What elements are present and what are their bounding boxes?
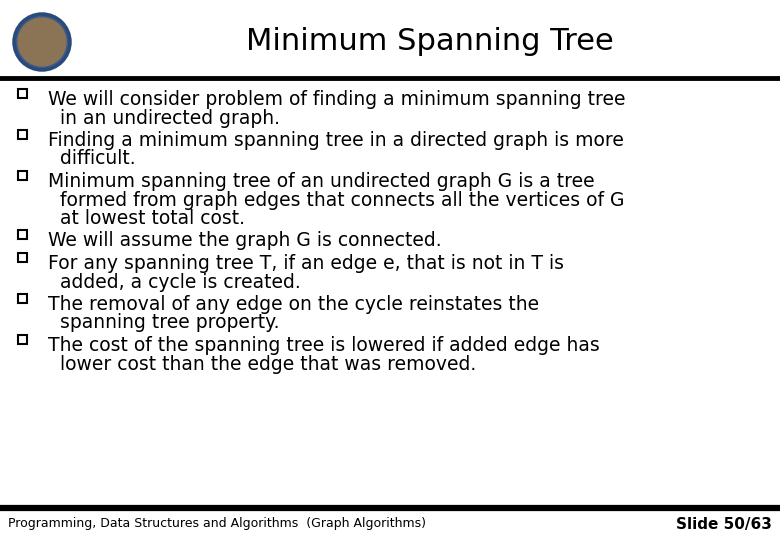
- Circle shape: [18, 18, 66, 66]
- FancyBboxPatch shape: [17, 171, 27, 180]
- Text: For any spanning tree T, if an edge e, that is not in T is: For any spanning tree T, if an edge e, t…: [48, 254, 564, 273]
- Text: Slide 50/63: Slide 50/63: [676, 516, 772, 531]
- Text: lower cost than the edge that was removed.: lower cost than the edge that was remove…: [60, 354, 477, 374]
- Text: Minimum Spanning Tree: Minimum Spanning Tree: [246, 28, 614, 57]
- FancyBboxPatch shape: [17, 253, 27, 262]
- Text: Programming, Data Structures and Algorithms  (Graph Algorithms): Programming, Data Structures and Algorit…: [8, 517, 426, 530]
- Text: The cost of the spanning tree is lowered if added edge has: The cost of the spanning tree is lowered…: [48, 336, 600, 355]
- FancyBboxPatch shape: [17, 89, 27, 98]
- Text: difficult.: difficult.: [60, 150, 136, 168]
- Text: We will assume the graph G is connected.: We will assume the graph G is connected.: [48, 232, 441, 251]
- Text: formed from graph edges that connects all the vertices of G: formed from graph edges that connects al…: [60, 191, 625, 210]
- Text: The removal of any edge on the cycle reinstates the: The removal of any edge on the cycle rei…: [48, 295, 539, 314]
- FancyBboxPatch shape: [17, 294, 27, 302]
- FancyBboxPatch shape: [17, 335, 27, 343]
- FancyBboxPatch shape: [17, 130, 27, 139]
- Text: in an undirected graph.: in an undirected graph.: [60, 109, 280, 127]
- Text: Minimum spanning tree of an undirected graph G is a tree: Minimum spanning tree of an undirected g…: [48, 172, 594, 191]
- Text: spanning tree property.: spanning tree property.: [60, 314, 279, 333]
- Circle shape: [14, 14, 70, 70]
- Text: added, a cycle is created.: added, a cycle is created.: [60, 273, 301, 292]
- Text: We will consider problem of finding a minimum spanning tree: We will consider problem of finding a mi…: [48, 90, 626, 109]
- Text: Finding a minimum spanning tree in a directed graph is more: Finding a minimum spanning tree in a dir…: [48, 131, 624, 150]
- FancyBboxPatch shape: [17, 230, 27, 239]
- Text: at lowest total cost.: at lowest total cost.: [60, 209, 245, 228]
